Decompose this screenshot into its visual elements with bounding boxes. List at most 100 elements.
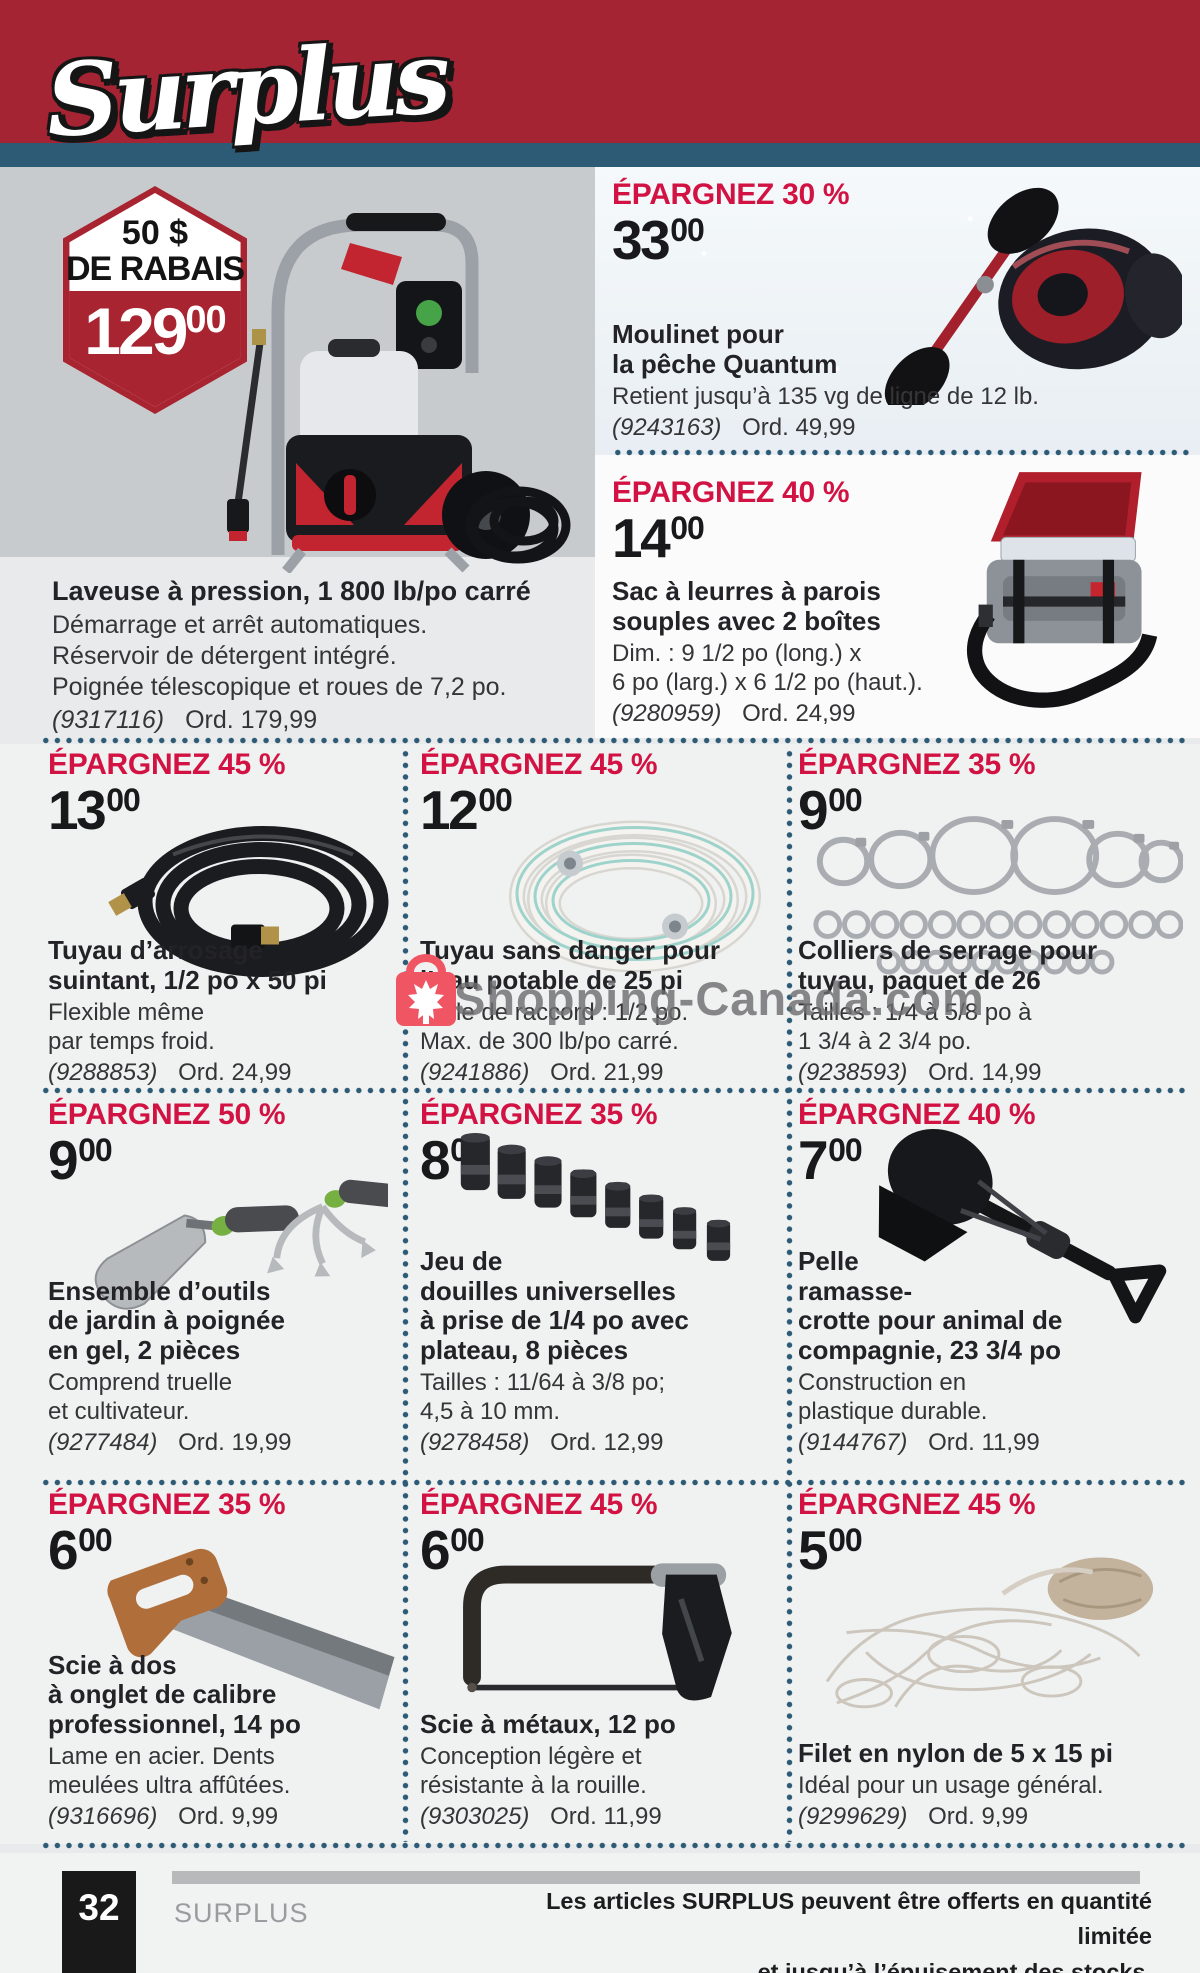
save-label: ÉPARGNEZ 50 % — [48, 1098, 286, 1131]
title-line: professionnel, 14 po — [48, 1708, 301, 1739]
product-card-pooper-scooper: ÉPARGNEZ 40 % 700 Pelle ramasse- crotte … — [798, 1100, 1190, 1457]
original-price: Ord. 11,99 — [550, 1803, 662, 1830]
price-cents: 00 — [78, 1132, 113, 1168]
price-dollars: 12 — [420, 779, 479, 841]
desc-line: Tailles : 1/4 à 5/8 po à — [798, 998, 1032, 1026]
sku: (9241886) — [420, 1059, 530, 1086]
product-title: Jeu de douilles universelles à prise de … — [420, 1247, 772, 1365]
save-label: ÉPARGNEZ 45 % — [420, 1488, 658, 1521]
watermark: Shopping-Canada.com — [390, 950, 985, 1032]
price-cents: 00 — [106, 782, 141, 818]
desc-line: Conception légère et — [420, 1742, 642, 1770]
product-description: Flexible même par temps froid. — [48, 998, 396, 1056]
title-line: Pelle — [798, 1246, 859, 1277]
product-description: Idéal pour un usage général. — [798, 1771, 1190, 1800]
desc-line: Idéal pour un usage général. — [798, 1771, 1104, 1799]
title-line: Colliers de serrage pour — [798, 935, 1098, 966]
badge-amount: 50 $ — [121, 214, 189, 252]
original-price: Ord. 179,99 — [185, 706, 318, 735]
title-line: tuyau, paquet de 26 — [798, 964, 1041, 995]
price-dollars: 8 — [420, 1129, 451, 1191]
original-price: Ord. 9,99 — [928, 1803, 1029, 1830]
product-text: Colliers de serrage pour tuyau, paquet d… — [798, 935, 1188, 1087]
title-line: Sac à leurres à parois — [612, 576, 881, 607]
price-dollars: 6 — [48, 1519, 79, 1581]
footer-rule — [172, 1871, 1140, 1884]
sku: (9238593) — [798, 1059, 908, 1086]
product-card-reel: ÉPARGNEZ 30 % 3300 Moulinet pour la pêch… — [612, 178, 1182, 442]
product-description: Retient jusqu’à 135 vg de ligne de 12 lb… — [612, 382, 1172, 411]
price-dollars: 7 — [798, 1129, 829, 1191]
desc-line: Retient jusqu’à 135 vg de ligne de 12 lb… — [612, 382, 1039, 410]
sale-price: 700 — [798, 1132, 863, 1188]
product-sku-line: (9144767) Ord. 11,99 — [798, 1429, 1190, 1457]
title-line: en gel, 2 pièces — [48, 1334, 241, 1365]
save-label: ÉPARGNEZ 45 % — [420, 748, 658, 781]
badge-price-dollars: 129 — [84, 294, 188, 368]
desc-line: Tailles : 11/64 à 3/8 po; — [420, 1368, 666, 1396]
nylon-net-photo — [825, 1557, 1154, 1709]
desc-line: meulées ultra affûtées. — [48, 1771, 291, 1799]
sku: (9278458) — [420, 1429, 530, 1456]
title-line: Scie à métaux, 12 po — [420, 1708, 676, 1739]
sku: (9316696) — [48, 1803, 158, 1830]
disclaimer-line: et jusqu’à l’épuisement des stocks. — [757, 1958, 1152, 1973]
hose-clamps-photo — [813, 816, 1183, 975]
original-price: Ord. 24,99 — [742, 700, 856, 727]
product-title: Scie à métaux, 12 po — [420, 1708, 772, 1739]
product-text: Moulinet pour la pêche Quantum Retient j… — [612, 319, 1172, 442]
sale-price: 1300 — [48, 782, 141, 838]
title-line: compagnie, 23 3/4 po — [798, 1334, 1061, 1365]
pressure-washer-photo — [227, 213, 571, 573]
desc-line: Max. de 300 lb/po carré. — [420, 1027, 679, 1055]
price-cents: 00 — [670, 510, 705, 546]
save-label: ÉPARGNEZ 35 % — [48, 1488, 286, 1521]
product-sku-line: (9243163) Ord. 49,99 — [612, 414, 1172, 442]
original-price: Ord. 11,99 — [928, 1429, 1040, 1456]
pooper-scooper-photo — [878, 1129, 1167, 1324]
title-line: Filet en nylon de 5 x 15 pi — [798, 1737, 1113, 1768]
desc-line: Dim. : 9 1/2 po (long.) x — [612, 639, 862, 667]
sale-price: 600 — [48, 1522, 113, 1578]
dotted-divider — [40, 737, 1190, 744]
teal-stripe — [0, 143, 1200, 167]
product-text: Filet en nylon de 5 x 15 pi Idéal pour u… — [798, 1737, 1190, 1831]
product-description: Construction en plastique durable. — [798, 1368, 1190, 1426]
sale-price: 500 — [798, 1523, 863, 1578]
price-cents: 00 — [828, 782, 863, 818]
product-title: Ensemble d’outils de jardin à poignée en… — [48, 1275, 396, 1365]
dotted-divider — [612, 449, 1190, 456]
product-text: Scie à dos à onglet de calibre professio… — [48, 1650, 396, 1831]
product-description: Conception légère et résistante à la rou… — [420, 1742, 772, 1800]
title-line: l’eau potable de 25 pi — [420, 964, 683, 995]
socket-set-photo — [460, 1132, 731, 1261]
product-sku-line: (9299629) Ord. 9,99 — [798, 1803, 1190, 1831]
price-cents: 00 — [828, 1132, 863, 1168]
product-sku-line: (9238593) Ord. 14,99 — [798, 1059, 1188, 1087]
price-dollars: 9 — [48, 1129, 79, 1191]
footer-section-label: SURPLUS — [174, 1898, 309, 1928]
product-title: Pelle ramasse- crotte pour animal de com… — [798, 1247, 1190, 1365]
title-line: Ensemble d’outils — [48, 1275, 271, 1306]
sale-price: 900 — [798, 782, 863, 838]
save-label: ÉPARGNEZ 40 % — [798, 1098, 1036, 1131]
price-cents: 00 — [78, 1522, 113, 1558]
desc-line: par temps froid. — [48, 1027, 215, 1055]
product-title: Sac à leurres à parois souples avec 2 bo… — [612, 576, 1172, 636]
title-line: à prise de 1/4 po avec — [420, 1305, 689, 1336]
save-label: ÉPARGNEZ 45 % — [798, 1488, 1036, 1521]
save-label: ÉPARGNEZ 35 % — [798, 748, 1036, 781]
desc-line: Lame en acier. Dents — [48, 1742, 275, 1770]
product-sku-line: (9280959) Ord. 24,99 — [612, 700, 1172, 728]
dotted-divider-vertical — [786, 748, 793, 1842]
surplus-logo: Surplus — [42, 17, 449, 161]
desc-line: résistante à la rouille. — [420, 1771, 647, 1799]
sale-price: 600 — [420, 1523, 485, 1578]
garden-tools-photo — [94, 1179, 388, 1310]
sku: (9144767) — [798, 1429, 908, 1456]
save-label: ÉPARGNEZ 30 % — [612, 178, 850, 211]
product-title: Scie à dos à onglet de calibre professio… — [48, 1650, 396, 1739]
sku: (9299629) — [798, 1803, 908, 1830]
product-title: Tuyau d’arrosage suintant, 1/2 po x 50 p… — [48, 935, 396, 995]
product-description: Tailles : 11/64 à 3/8 po; 4,5 à 10 mm. — [420, 1368, 772, 1426]
